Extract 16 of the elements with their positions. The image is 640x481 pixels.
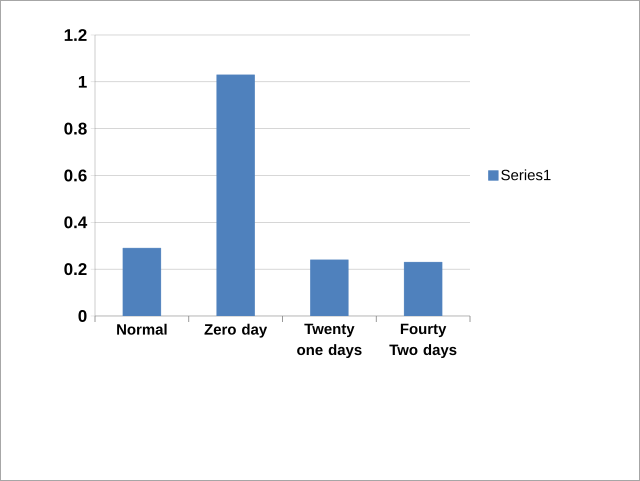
x-tick-label: Normal: [117, 324, 167, 335]
legend-label: Series1: [501, 169, 551, 180]
x-tick-label: Zero day: [204, 324, 268, 338]
y-tick-label: 0.4: [64, 216, 88, 228]
y-tick-label: 0.2: [64, 263, 87, 276]
y-tick-label: 1.2: [64, 29, 87, 41]
y-tick-label: 0: [78, 310, 87, 322]
bar: [404, 262, 442, 316]
x-tick-label: Twenty one days: [297, 324, 362, 358]
bar: [216, 74, 255, 316]
y-tick-label: 0.8: [64, 122, 87, 135]
y-tick-label: 0.6: [64, 169, 87, 182]
bar: [122, 248, 162, 316]
x-tick-label: Fourty Two days: [389, 324, 456, 358]
bar: [310, 260, 349, 316]
y-tick-label: 1: [78, 76, 87, 88]
